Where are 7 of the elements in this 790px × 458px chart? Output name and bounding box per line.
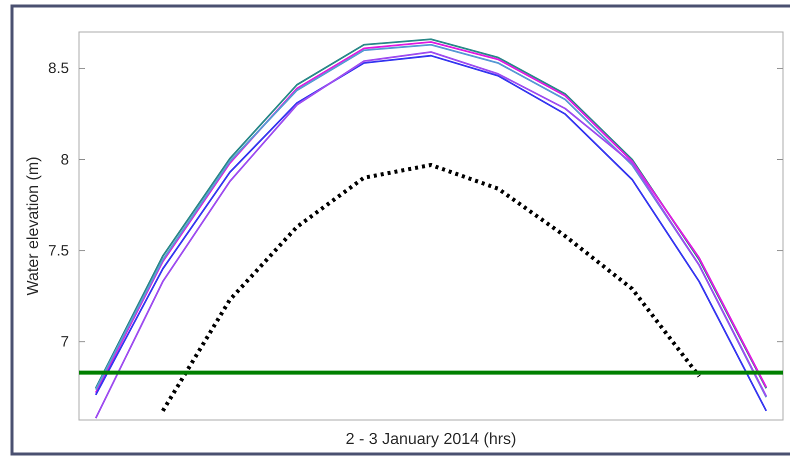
y-tick-label: 7.5 [48, 242, 69, 260]
y-tick-label: 8.5 [48, 60, 69, 78]
y-axis-title: Water elevation (m) [25, 156, 42, 296]
y-tick-label: 7 [60, 333, 69, 350]
x-axis-title: 2 - 3 January 2014 (hrs) [346, 431, 516, 448]
y-tick-label: 8 [60, 151, 69, 168]
line-series [160, 162, 702, 413]
